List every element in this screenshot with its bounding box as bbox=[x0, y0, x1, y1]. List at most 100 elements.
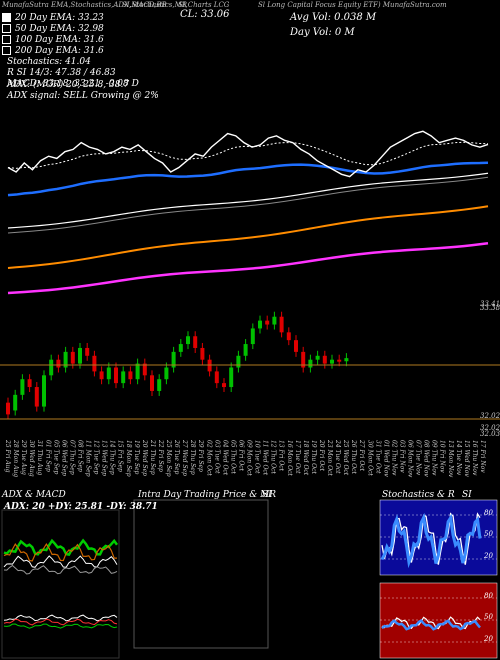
macd-value: MACD: 33.18, 33.21, -0.08 D bbox=[7, 79, 139, 89]
date-tick-label: 08 Wed Nov bbox=[423, 440, 430, 477]
ema-blue-line bbox=[7, 161, 489, 197]
date-tick-label: 11 Wed Oct bbox=[262, 440, 269, 476]
candle-body bbox=[286, 332, 291, 341]
candle-body bbox=[308, 359, 313, 368]
ema-magenta-line bbox=[7, 241, 489, 295]
date-tick-label: 04 Wed Oct bbox=[221, 440, 228, 476]
candle-body bbox=[34, 387, 39, 407]
date-tick-label: 09 Thu Nov bbox=[431, 440, 438, 476]
candle-body bbox=[42, 375, 46, 407]
date-tick-label: 29 Tue Aug bbox=[20, 439, 27, 475]
legend-swatch-icon bbox=[2, 46, 11, 55]
adx-panel bbox=[1, 509, 120, 659]
day-volume: Day Vol: 0 M bbox=[290, 27, 355, 38]
candle-body bbox=[142, 363, 147, 376]
legend-swatch-icon bbox=[2, 24, 11, 33]
ema-lines bbox=[7, 141, 489, 295]
date-tick-label: 13 Mon Nov bbox=[447, 440, 454, 478]
mr-tick-80: 80 bbox=[484, 592, 493, 600]
date-tick-label: 17 Tue Oct bbox=[294, 440, 301, 474]
candle-body bbox=[99, 371, 104, 380]
intraday-panel bbox=[133, 499, 269, 649]
date-tick-label: 08 Fri Sep bbox=[76, 440, 83, 472]
stoch-tick-50: 50 bbox=[484, 530, 493, 538]
date-tick-label: 13 Fri Oct bbox=[278, 440, 285, 472]
date-tick-label: 10 Fri Nov bbox=[439, 440, 446, 473]
date-tick-label: 31 Tue Oct bbox=[374, 440, 381, 474]
candle-body bbox=[250, 328, 255, 345]
adx-aux-line bbox=[3, 564, 118, 575]
legend-label: 100 Day EMA: 31.6 bbox=[15, 35, 104, 45]
candle-body bbox=[322, 355, 327, 364]
adx-panel-title: ADX & MACD bbox=[2, 490, 66, 500]
date-tick-label: 14 Thu Sep bbox=[109, 440, 116, 475]
date-tick-label: 09 Mon Oct bbox=[246, 440, 253, 476]
legend-label: 20 Day EMA: 33.23 bbox=[15, 13, 104, 23]
legend-ema20: 20 Day EMA: 33.23 bbox=[2, 13, 104, 24]
legend-swatch-icon bbox=[2, 35, 11, 44]
price-label-4: 32.02 bbox=[480, 424, 500, 432]
candle-body bbox=[121, 371, 126, 384]
candle-body bbox=[193, 336, 198, 348]
ema-legend: 20 Day EMA: 33.23 50 Day EMA: 32.98 100 … bbox=[2, 13, 104, 57]
candle-body bbox=[200, 347, 205, 360]
header-right: Sl Long Capital Focus Equity ETF) Munafa… bbox=[258, 1, 447, 9]
candle-body bbox=[114, 367, 118, 384]
candles bbox=[6, 311, 349, 420]
date-tick-label: 24 Tue Oct bbox=[334, 439, 341, 474]
date-tick-label: 30 Mon Oct bbox=[366, 440, 373, 476]
date-tick-label: 02 Mon Oct bbox=[205, 440, 212, 476]
date-tick-label: 19 Tue Sep bbox=[133, 440, 140, 475]
candle-body bbox=[128, 371, 133, 380]
date-tick-label: 12 Thu Oct bbox=[270, 440, 277, 474]
candle-body bbox=[20, 379, 25, 395]
intraday-panel-title: Intra Day Trading Price & MR bbox=[138, 490, 277, 500]
mr-panel bbox=[379, 582, 498, 659]
stoch-d-line bbox=[380, 512, 482, 569]
mr-lines bbox=[380, 597, 497, 643]
candle-body bbox=[243, 344, 248, 356]
date-tick-label: 18 Wed Oct bbox=[302, 440, 309, 476]
legend-label: 50 Day EMA: 32.98 bbox=[15, 24, 104, 34]
candle-body bbox=[229, 367, 234, 388]
legend-ema50: 50 Day EMA: 32.98 bbox=[2, 24, 104, 35]
avg-volume: Avg Vol: 0.038 M bbox=[290, 12, 377, 23]
candle-body bbox=[135, 363, 140, 380]
date-tick-label: 31 Thu Aug bbox=[36, 440, 43, 475]
candle-body bbox=[337, 359, 342, 362]
candle-body bbox=[265, 320, 270, 325]
price-line bbox=[7, 130, 489, 178]
candle-body bbox=[6, 402, 10, 415]
indicator-info: Stochastics: 41.04 R SI 14/3: 47.38 / 46… bbox=[7, 57, 139, 90]
date-tick-label: 01 Wed Nov bbox=[382, 440, 389, 477]
date-tick-label: 18 Mon Sep bbox=[125, 440, 132, 477]
date-tick-label: 16 Thu Nov bbox=[471, 440, 478, 476]
candle-body bbox=[78, 347, 82, 364]
legend-ema200: 200 Day EMA: 31.6 bbox=[2, 46, 104, 57]
date-tick-label: 26 Thu Oct bbox=[350, 439, 357, 474]
legend-ema100: 100 Day EMA: 31.6 bbox=[2, 35, 104, 46]
price-label-5: 32.03 bbox=[480, 430, 500, 438]
price-label-3: 32.02 bbox=[480, 412, 500, 420]
ema100-line bbox=[7, 172, 489, 229]
date-tick-label: 03 Fri Nov bbox=[398, 440, 405, 473]
macd-hist-line bbox=[3, 623, 118, 629]
legend-swatch-icon bbox=[2, 13, 11, 22]
candle-body bbox=[85, 347, 90, 356]
mr-signal-line bbox=[381, 619, 481, 631]
date-tick-label: 25 Mon Sep bbox=[165, 439, 172, 477]
date-tick-label: 13 Wed Sep bbox=[101, 440, 108, 476]
intraday-si-label: SI bbox=[262, 490, 272, 500]
date-tick-label: 15 Wed Nov bbox=[463, 440, 470, 477]
date-tick-label: 19 Thu Oct bbox=[310, 440, 317, 474]
candle-body bbox=[164, 367, 169, 380]
date-tick-label: 06 Mon Nov bbox=[407, 440, 414, 478]
candle-body bbox=[106, 367, 111, 380]
adx-value: ADX: (MGR) 20, 25.8, 38.7 bbox=[7, 80, 130, 90]
candle-body bbox=[178, 344, 183, 352]
date-tick-label: 25 Wed Oct bbox=[342, 439, 349, 476]
header-left: MunafaSutra EMA,Stochastics,ADX,MACD,BB bbox=[2, 1, 167, 9]
stochastics-panel-title: Stochastics & R bbox=[382, 490, 455, 500]
candle-body bbox=[13, 394, 18, 411]
